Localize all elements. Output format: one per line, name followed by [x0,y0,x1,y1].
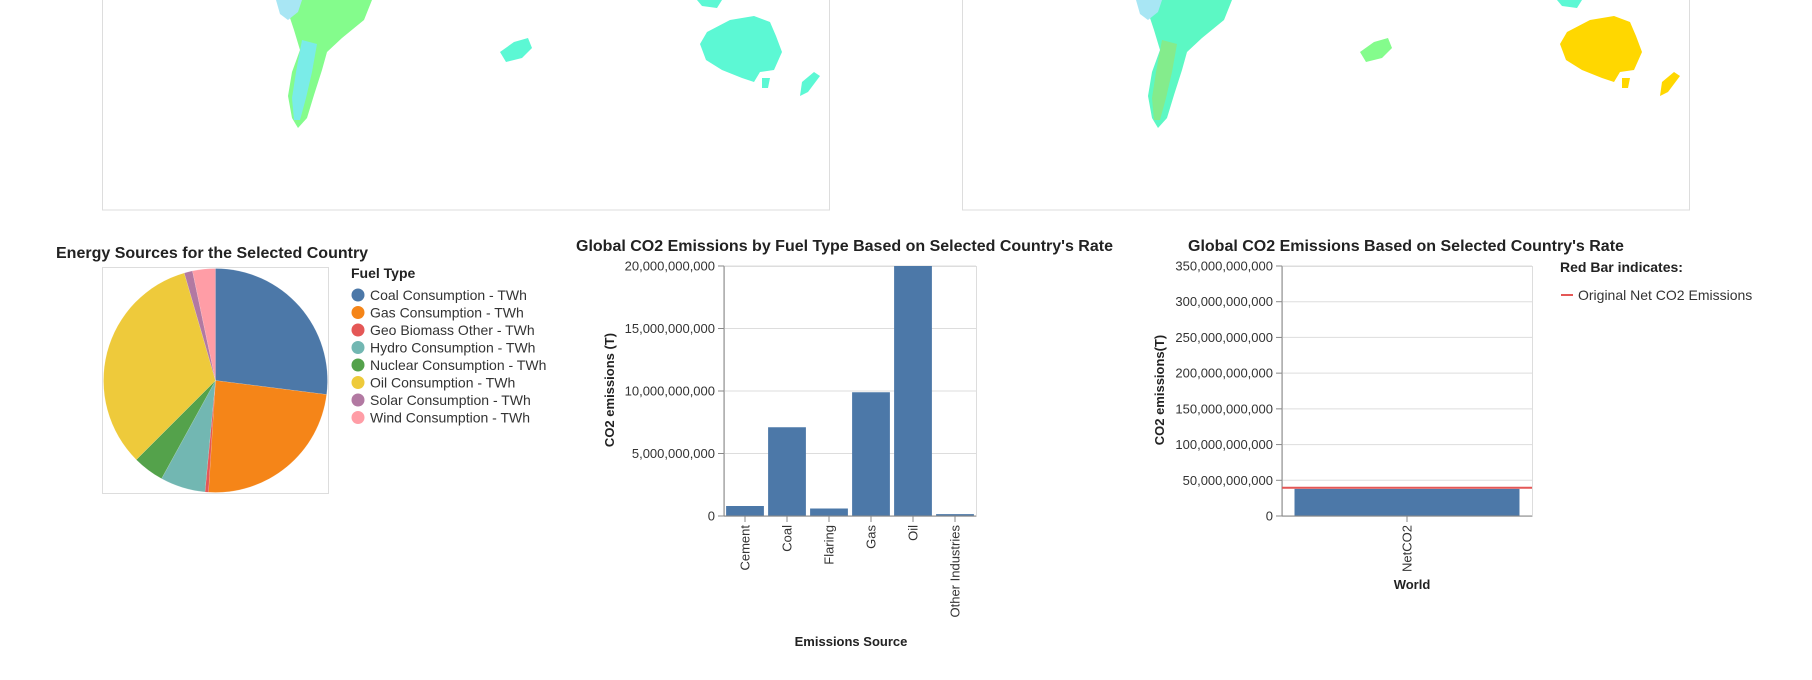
bar-net-ytick-label-0: 0 [1266,509,1273,524]
pie-legend-label-2: Geo Biomass Other - TWh [370,322,535,338]
bar-fuel-bar-1[interactable] [768,427,806,516]
bar-fuel-xtick-label-2: Flaring [822,525,837,565]
pie-legend-label-4: Nuclear Consumption - TWh [370,357,546,373]
bar-fuel-bar-2[interactable] [810,508,848,517]
bar-net-ytick-label-6: 300,000,000,000 [1175,294,1273,309]
bar-fuel-xtick-label-3: Gas [864,525,879,549]
bar-fuel-xlabel: Emissions Source [795,634,908,649]
bar-fuel-xticks: Cement Coal Flaring Gas Oil Other Industries [724,515,976,618]
pie-legend-label-3: Hydro Consumption - TWh [370,340,535,356]
pie-legend-title: Fuel Type [351,265,416,281]
pie-legend-swatch-0 [351,288,365,302]
pie-title: Energy Sources for the Selected Country [56,245,368,262]
pie-slice-4[interactable] [135,380,216,479]
bar-net-frame [1282,266,1533,517]
pie-slices [103,268,328,493]
bar-fuel-ytick-label-1: 5,000,000,000 [632,446,715,461]
bar-fuel-title: Global CO2 Emissions by Fuel Type Based … [576,238,1113,255]
pie-slice-7[interactable] [192,268,216,381]
bar-fuel-xtick-label-0: Cement [738,525,753,571]
pie-legend-swatch-7 [351,411,365,424]
pie-legend-label-6: Solar Consumption - TWh [370,392,531,408]
bar-net-xticks: NetCO2 [1282,515,1532,572]
bar-fuel-ytick-label-3: 15,000,000,000 [625,321,715,336]
bar-fuel-bar-3[interactable] [852,392,890,516]
map-left-south-america [288,0,372,128]
map-left-oceania [500,0,820,96]
bar-net-ytick-label-4: 200,000,000,000 [1175,366,1273,381]
bar-net-bars [1282,486,1532,516]
bar-net-legend-label: Original Net CO2 Emissions [1578,287,1752,303]
pie-legend-swatch-6 [351,393,365,407]
map-right-oceania [1360,0,1680,96]
bar-fuel-yticks: 0 5,000,000,000 10,000,000,000 15,000,000,0… [625,259,724,524]
pie-slice-2[interactable] [204,380,216,493]
bar-fuel-ytick-label-2: 10,000,000,000 [625,384,715,399]
bar-fuel-xtick-label-5: Other Industries [948,525,963,618]
bar-net-xtick-label-0: NetCO2 [1400,525,1415,572]
map-left[interactable] [102,0,832,212]
pie-legend-label-5: Oil Consumption - TWh [370,375,515,391]
map-right-central-america [1136,0,1162,20]
pie-legend-label-0: Coal Consumption - TWh [370,287,527,303]
bar-fuel-bars [726,266,974,516]
bar-net-ytick-label-1: 50,000,000,000 [1183,473,1273,488]
bar-fuel-bar-0[interactable] [726,506,764,516]
bar-net-ytick-label-7: 350,000,000,000 [1175,259,1273,274]
bar-net-ylabel: CO2 emissions(T) [1152,335,1167,446]
bar-fuel-grid [723,265,977,517]
bar-fuel-bar-5[interactable] [936,514,974,516]
bar-net-bar-0[interactable] [1294,488,1520,516]
map-right-south-america [1148,0,1232,128]
bar-fuel-bar-4[interactable] [894,266,932,516]
map-right[interactable] [962,0,1692,212]
pie-legend-swatch-2 [351,323,365,337]
bar-fuel-ylabel: CO2 emissions (T) [602,333,617,447]
bar-chart-fuel: Global CO2 Emissions by Fuel Type Based … [576,238,1113,649]
bar-fuel-ytick-label-0: 0 [708,509,715,524]
bar-net-ytick-label-3: 150,000,000,000 [1175,401,1273,416]
bar-net-legend-title: Red Bar indicates: [1560,259,1683,275]
pie-slice-1[interactable] [208,380,327,493]
pie-legend-swatch-3 [351,341,365,354]
bar-fuel-ytick-label-4: 20,000,000,000 [625,259,715,274]
pie-legend-swatch-1 [351,306,365,319]
pie-legend-label-7: Wind Consumption - TWh [370,410,530,426]
bar-net-grid [1281,265,1533,517]
pie-legend-swatch-4 [351,358,365,372]
bar-net-ytick-label-5: 250,000,000,000 [1175,330,1273,345]
bar-fuel-xtick-label-4: Oil [906,525,921,541]
bar-net-xlabel: World [1394,577,1431,592]
pie-slice-3[interactable] [161,380,216,493]
bar-fuel-xtick-label-1: Coal [780,525,795,552]
bar-net-ytick-label-2: 100,000,000,000 [1175,437,1273,452]
pie-legend: Coal Consumption - TWh Gas Consumption - … [351,287,546,426]
pie-chart: Energy Sources for the Selected Country … [56,245,546,494]
bar-net-yticks: 0 50,000,000,000 100,000,000,000 150,000,00… [1175,259,1282,524]
bar-chart-net: Global CO2 Emissions Based on Selected C… [1152,238,1752,592]
pie-legend-swatch-5 [351,376,365,389]
pie-legend-label-1: Gas Consumption - TWh [370,305,524,321]
pie-slice-5[interactable] [103,272,216,461]
pie-slice-6[interactable] [183,270,216,381]
map-left-central-america [276,0,302,20]
bar-net-title: Global CO2 Emissions Based on Selected C… [1188,238,1624,255]
pie-slice-0[interactable] [215,268,328,395]
